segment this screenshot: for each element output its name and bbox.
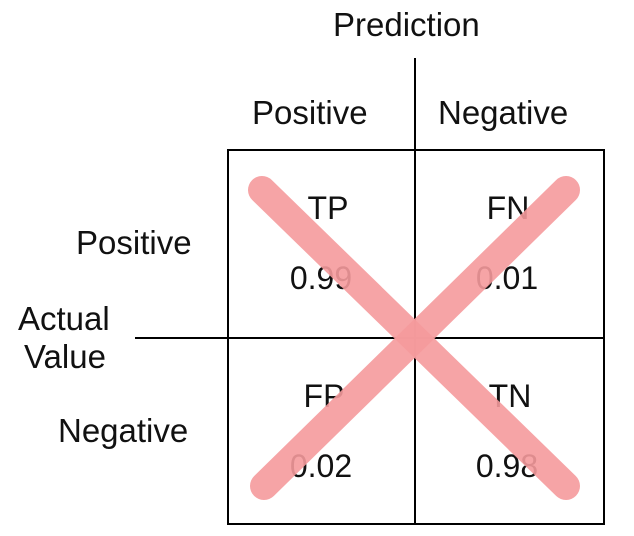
cross-stroke-ascending bbox=[250, 176, 580, 500]
actual-axis-title-line1: Actual bbox=[18, 300, 110, 337]
actual-axis-title-line2: Value bbox=[24, 338, 106, 375]
column-header-positive: Positive bbox=[252, 94, 368, 131]
cell-tp-label: TP bbox=[307, 190, 349, 226]
prediction-axis-title: Prediction bbox=[333, 6, 480, 43]
row-header-negative: Negative bbox=[58, 412, 189, 449]
row-header-positive: Positive bbox=[76, 224, 192, 261]
column-header-negative: Negative bbox=[438, 94, 569, 131]
